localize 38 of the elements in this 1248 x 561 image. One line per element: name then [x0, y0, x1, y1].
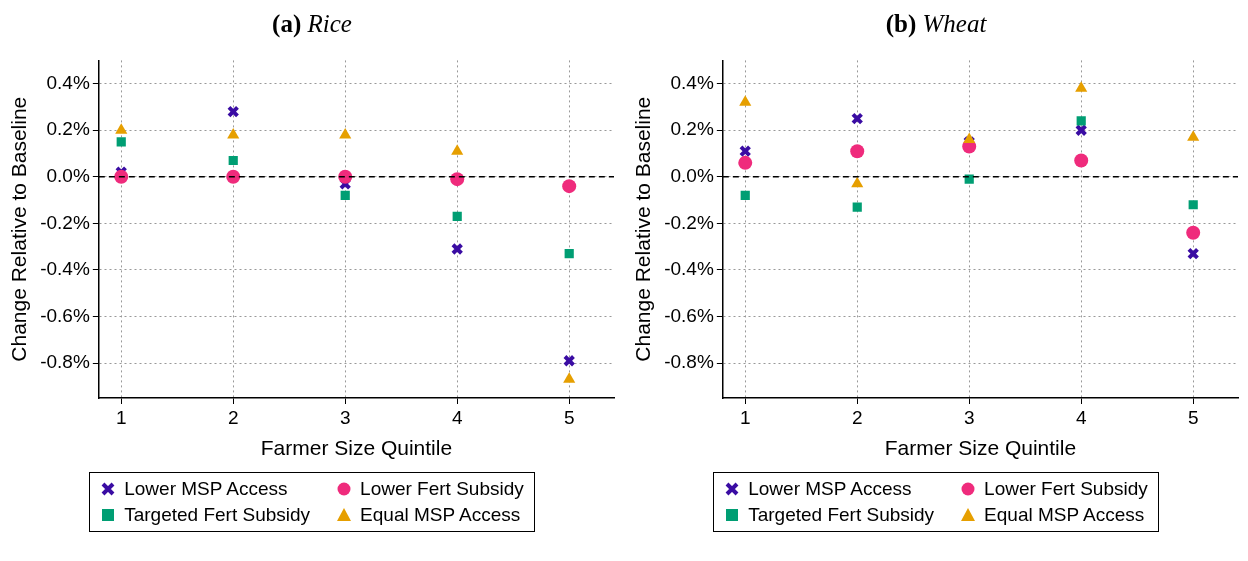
y-tick-label: -0.6%	[664, 304, 714, 326]
legend-label: Lower MSP Access	[748, 478, 912, 500]
x-tick-label: 5	[563, 406, 575, 428]
y-tick-label: -0.8%	[40, 351, 90, 373]
x-tick-label: 4	[451, 406, 463, 428]
y-tick-label: -0.4%	[664, 258, 714, 280]
y-tick-label: 0.4%	[46, 71, 90, 93]
x-tick-label: 4	[1075, 406, 1087, 428]
y-axis-title: Change Relative to Baseline	[7, 96, 31, 362]
x-tick-label: 2	[227, 406, 239, 428]
legend-label: Lower MSP Access	[124, 478, 288, 500]
y-tick-label: 0.2%	[670, 118, 714, 140]
x-axis-title: Farmer Size Quintile	[884, 436, 1077, 460]
y-tick-label: 0.4%	[670, 71, 714, 93]
legend-label: Lower Fert Subsidy	[984, 478, 1148, 500]
y-tick-label: -0.4%	[40, 258, 90, 280]
y-tick-label: 0.2%	[46, 118, 90, 140]
y-axis-title: Change Relative to Baseline	[631, 96, 655, 362]
legend-label: Targeted Fert Subsidy	[748, 504, 935, 526]
chart-title: (b) Wheat	[885, 10, 987, 37]
x-tick-label: 3	[963, 406, 975, 428]
y-tick-label: -0.8%	[664, 351, 714, 373]
x-tick-label: 3	[339, 406, 351, 428]
x-axis-title: Farmer Size Quintile	[260, 436, 453, 460]
legend-label: Equal MSP Access	[984, 504, 1145, 526]
x-tick-label: 1	[115, 406, 127, 428]
legend-label: Targeted Fert Subsidy	[124, 504, 311, 526]
chart-title: (a) Rice	[272, 10, 352, 37]
y-tick-label: -0.2%	[664, 211, 714, 233]
x-tick-label: 1	[739, 406, 751, 428]
y-tick-label: -0.6%	[40, 304, 90, 326]
x-tick-label: 5	[1187, 406, 1199, 428]
y-tick-label: -0.2%	[40, 211, 90, 233]
legend-label: Equal MSP Access	[360, 504, 521, 526]
legend-label: Lower Fert Subsidy	[360, 478, 524, 500]
y-tick-label: 0.0%	[670, 165, 714, 187]
y-tick-label: 0.0%	[46, 165, 90, 187]
x-tick-label: 2	[851, 406, 863, 428]
